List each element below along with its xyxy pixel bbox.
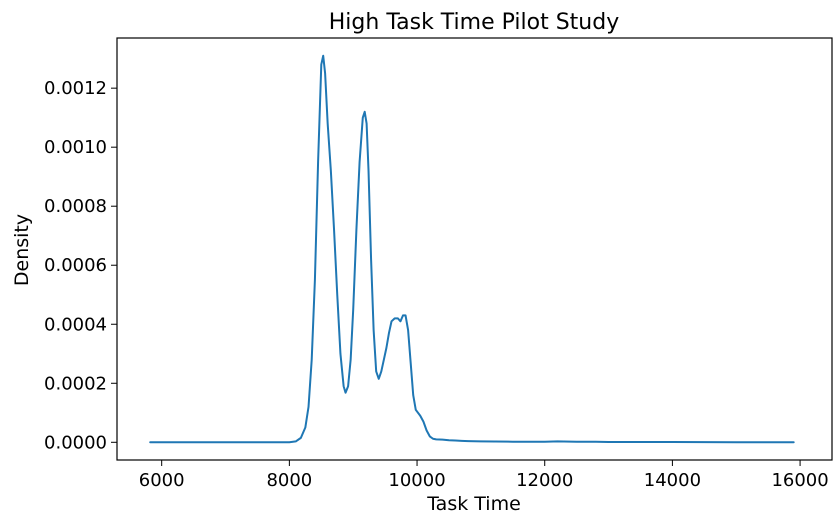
y-axis-ticks: 0.0000 0.0002 0.0004 0.0006 0.0008 0.0010 0.00…: [44, 78, 117, 453]
y-tick-label: 0.0006: [44, 255, 107, 276]
y-tick-label: 0.0000: [44, 432, 107, 453]
x-tick-label: 8000: [266, 470, 312, 491]
y-axis-label: Density: [11, 214, 33, 286]
y-tick-label: 0.0012: [44, 78, 107, 99]
y-tick-label: 0.0008: [44, 196, 107, 217]
y-tick-label: 0.0004: [44, 314, 107, 335]
x-axis-ticks: 6000 8000 10000 12000 14000 16000: [139, 460, 829, 491]
axes-frame: [116, 37, 833, 461]
y-tick-label: 0.0010: [44, 137, 107, 158]
x-tick-label: 6000: [139, 470, 185, 491]
y-tick-label: 0.0002: [44, 373, 107, 394]
x-tick-label: 12000: [516, 470, 573, 491]
density-line: [149, 54, 795, 444]
x-tick-label: 14000: [644, 470, 701, 491]
chart-title: High Task Time Pilot Study: [329, 10, 619, 35]
x-tick-label: 10000: [388, 470, 445, 491]
x-tick-label: 16000: [771, 470, 828, 491]
x-axis-label: Task Time: [426, 493, 521, 515]
plot-area: [116, 37, 833, 461]
